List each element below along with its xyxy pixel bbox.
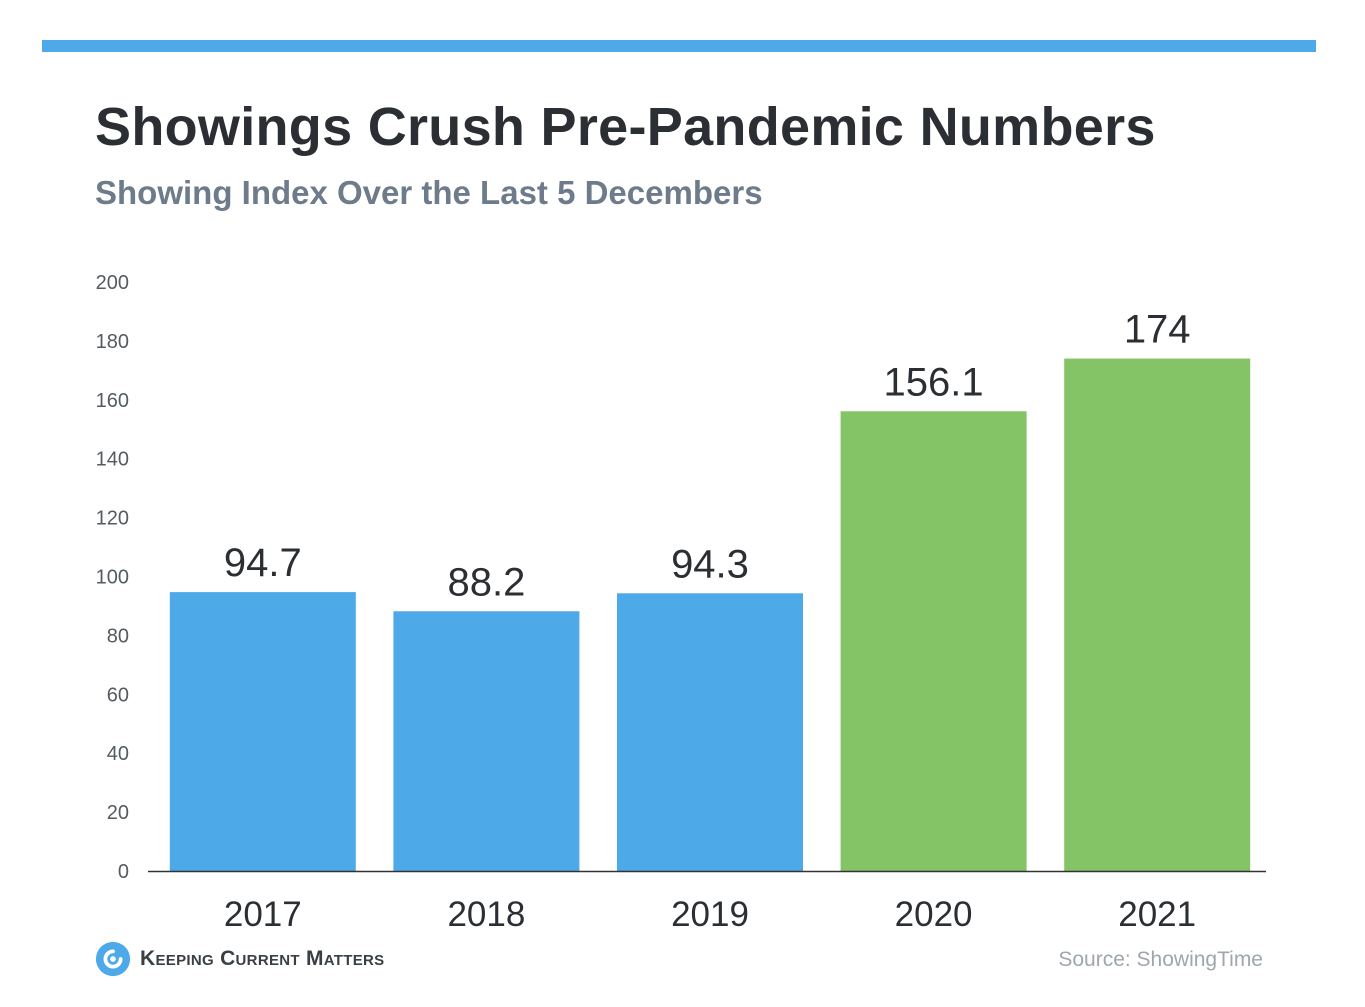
y-tick-label: 20 [107,802,129,824]
bar-2021 [1064,358,1251,871]
bar-2018 [393,611,580,871]
y-tick-label: 40 [107,743,129,765]
x-tick-label: 2017 [224,895,302,934]
page-title: Showings Crush Pre-Pandemic Numbers [95,97,1156,157]
x-tick-label: 2020 [895,895,973,934]
x-tick-label: 2019 [671,895,749,934]
page-subtitle: Showing Index Over the Last 5 Decembers [95,174,763,211]
top-accent-bar [42,40,1316,52]
x-tick-label: 2018 [447,895,525,934]
bar-2020 [840,411,1027,871]
kcm-swirl-icon [95,941,131,977]
kcm-logo: Keeping Current Matters [94,940,384,978]
y-tick-label: 100 [96,567,129,589]
bar-2019 [617,593,803,871]
data-label: 94.7 [224,541,302,585]
y-tick-label: 200 [96,272,129,294]
y-tick-label: 0 [118,861,129,883]
x-tick-label: 2021 [1118,895,1196,934]
data-label: 174 [1124,308,1191,352]
bar-2017 [169,592,356,871]
y-tick-label: 80 [107,625,129,647]
y-tick-label: 160 [96,390,129,412]
y-tick-label: 180 [96,331,129,353]
data-label: 88.2 [447,560,525,604]
source-note: Source: ShowingTime [1058,948,1263,971]
data-label: 156.1 [884,360,984,404]
data-label: 94.3 [671,542,749,586]
logo-text: Keeping Current Matters [140,947,385,970]
y-tick-label: 120 [96,508,129,530]
y-tick-label: 140 [96,449,129,471]
y-tick-label: 60 [107,684,129,706]
